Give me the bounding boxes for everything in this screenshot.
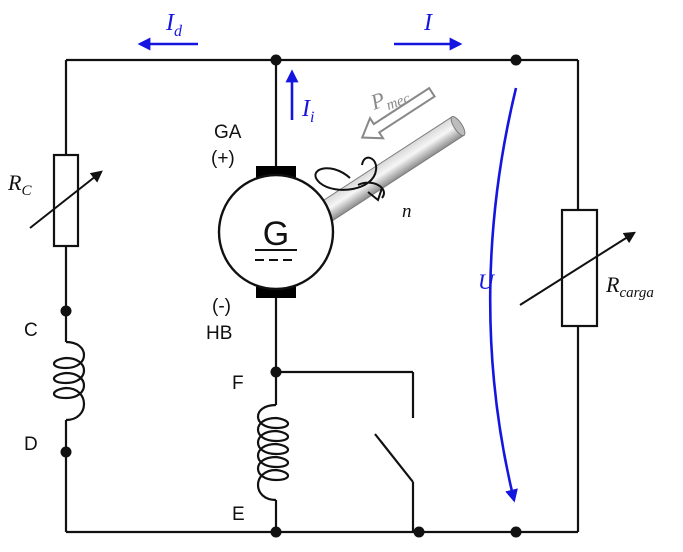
coil-d-label: D: [24, 434, 38, 455]
rotation-arrowhead: [367, 187, 383, 202]
current-i-label: Ii: [301, 96, 314, 126]
series-field-coil: [257, 403, 290, 502]
rotation-arrow: [314, 156, 385, 199]
generator-symbol: [217, 173, 335, 291]
terminal-hb-polarity: (-): [212, 296, 231, 317]
rc-variable-arrow: [29, 170, 103, 229]
terminal-hb-label: HB: [206, 323, 232, 344]
voltage-arrow: [488, 87, 518, 503]
speed-label: n: [402, 201, 412, 222]
shaft: [317, 116, 466, 224]
coil-c-label: C: [24, 320, 38, 341]
rload-variable-arrow: [519, 231, 637, 306]
voltage-label: U: [478, 269, 496, 294]
coil-e-label: E: [232, 504, 245, 525]
current-load-label: I: [423, 10, 433, 36]
coil-f-label: F: [232, 373, 244, 394]
wires: [64, 58, 580, 534]
shunt-field-coil: [52, 340, 85, 422]
resistor-c-label: RC: [7, 170, 32, 199]
generator-letter: G: [263, 215, 289, 253]
terminal-ga-polarity: (+): [211, 148, 235, 169]
terminal-ga-label: GA: [214, 122, 242, 143]
mech-power-arrow: [360, 86, 436, 140]
resistor-load-label: Rcarga: [605, 272, 654, 301]
junction-dots: [60, 54, 522, 538]
current-d-label: Id: [165, 10, 183, 40]
